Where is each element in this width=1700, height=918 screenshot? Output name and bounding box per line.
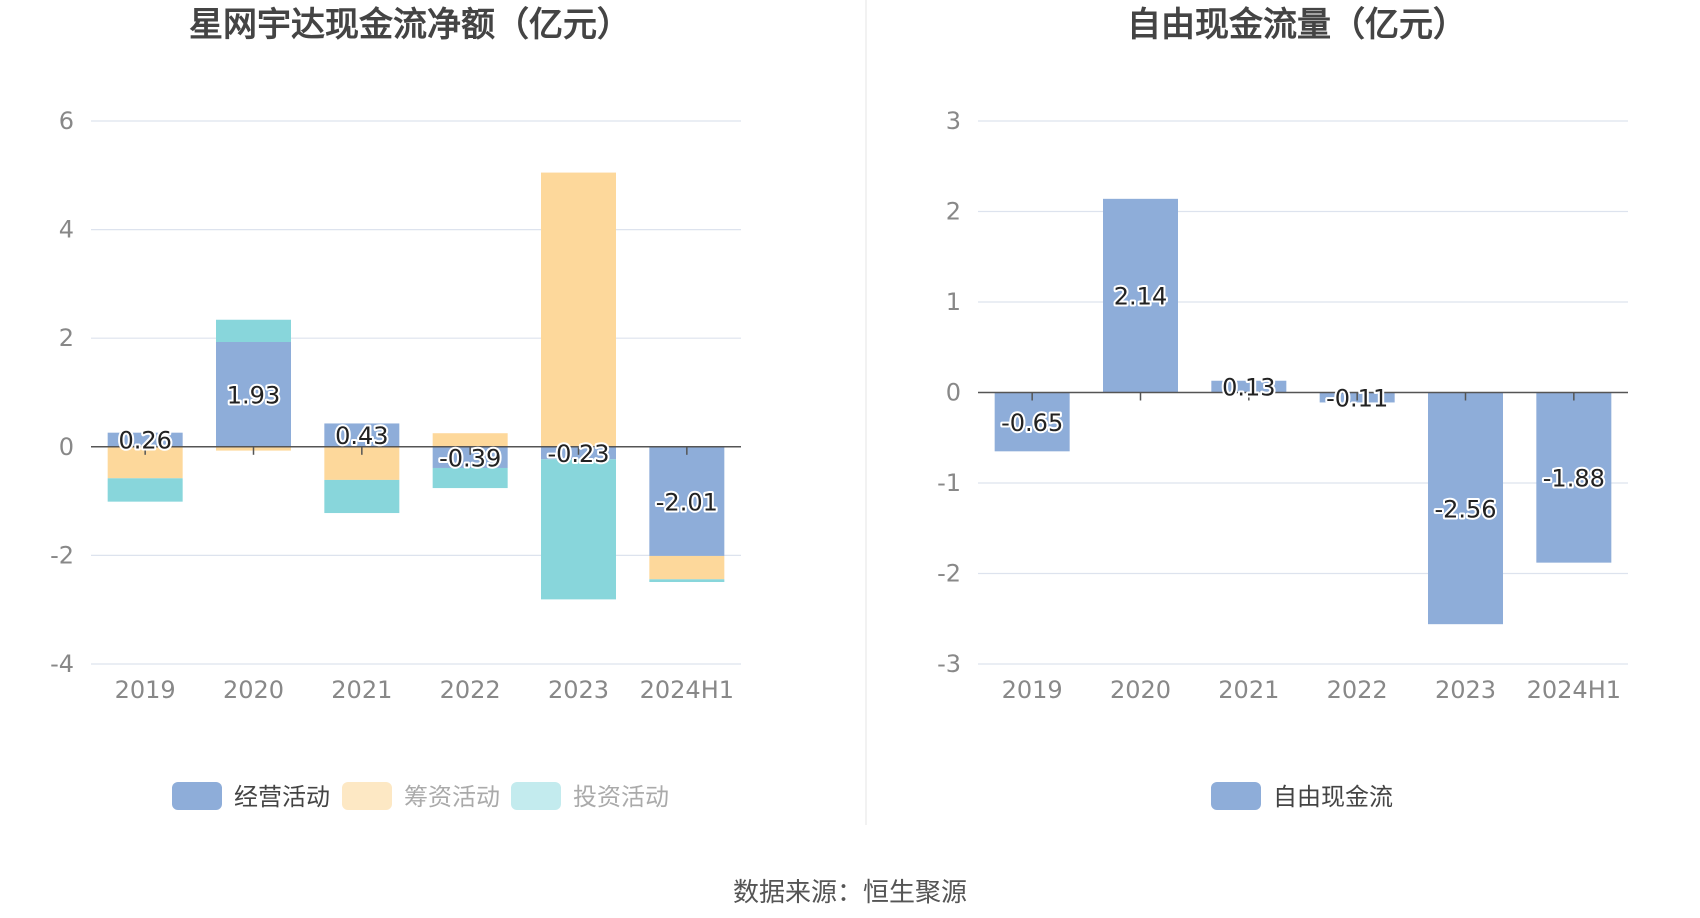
chart-panel-1: 星网宇达现金流净额（亿元） 6 4 2 0 -2 -4 0.26 1.93 0.43 -0.39 -0… — [50, 5, 741, 811]
data-label: 0.43 — [335, 422, 388, 450]
bar-自由现金流-2019 — [994, 392, 1070, 452]
bar-经营活动-2020 — [216, 342, 291, 447]
y-tick-label: -4 — [50, 650, 74, 678]
legend-label: 筹资活动 — [404, 783, 500, 811]
legend-label: 自由现金流 — [1273, 783, 1393, 811]
legend-swatch — [1211, 782, 1261, 810]
x-tick-label: 2022 — [1327, 676, 1388, 704]
bar-自由现金流-2023 — [1428, 392, 1503, 625]
legend-item-经营活动[interactable]: 经营活动 — [172, 782, 330, 811]
x-tick-label: 2023 — [1435, 676, 1496, 704]
y-tick-label: 3 — [946, 107, 961, 135]
y-tick-label: 0 — [946, 379, 961, 407]
legend-swatch — [511, 782, 561, 810]
y-tick-label: -2 — [50, 541, 74, 569]
data-label: -0.23 — [547, 440, 609, 468]
data-label: 1.93 — [227, 381, 280, 409]
legend-label: 经营活动 — [234, 783, 330, 811]
x-tick-label: 2020 — [223, 676, 284, 704]
chart-title: 星网宇达现金流净额（亿元） — [189, 5, 631, 45]
bar-投资活动-2022 — [432, 467, 508, 489]
data-label: 0.13 — [1222, 374, 1275, 402]
legend-item-筹资活动[interactable]: 筹资活动 — [342, 782, 500, 811]
y-tick-label: -3 — [937, 650, 961, 678]
bar-自由现金流-2021 — [1211, 380, 1287, 393]
data-label: -1.88 — [1543, 465, 1605, 493]
data-label: -0.65 — [1001, 409, 1063, 437]
bar-经营活动-2024H1 — [649, 446, 725, 556]
bar-经营活动-2021 — [324, 423, 400, 447]
data-label: 2.14 — [1114, 283, 1167, 311]
legend-item-投资活动[interactable]: 投资活动 — [511, 782, 669, 811]
bar-自由现金流-2020 — [1103, 198, 1178, 393]
bar-投资活动-2024H1 — [649, 579, 725, 583]
y-tick-label: 4 — [59, 216, 74, 244]
bar-投资活动-2020 — [216, 319, 291, 343]
bar-筹资活动-2023 — [541, 172, 616, 447]
bar-筹资活动-2024H1 — [649, 555, 725, 580]
bar-投资活动-2023 — [541, 459, 616, 600]
legend-item-自由现金流[interactable]: 自由现金流 — [1211, 782, 1393, 811]
x-tick-label: 2019 — [1002, 676, 1063, 704]
x-tick-label: 2021 — [331, 676, 392, 704]
bar-投资活动-2019 — [107, 478, 183, 502]
y-tick-label: -2 — [937, 560, 961, 588]
x-tick-label: 2022 — [440, 676, 501, 704]
legend-label: 投资活动 — [573, 783, 669, 811]
y-tick-label: 2 — [946, 198, 961, 226]
data-label: -2.56 — [1434, 495, 1496, 523]
data-label: -0.39 — [439, 444, 501, 472]
bar-筹资活动-2022 — [432, 433, 508, 447]
data-label: -2.01 — [656, 488, 718, 516]
bar-经营活动-2019 — [107, 432, 183, 447]
x-tick-label: 2024H1 — [1527, 676, 1621, 704]
legend-swatch — [172, 782, 222, 810]
x-tick-label: 2021 — [1218, 676, 1279, 704]
x-tick-label: 2019 — [115, 676, 176, 704]
data-label: -0.11 — [1326, 384, 1388, 412]
bar-经营活动-2022 — [432, 446, 508, 468]
y-tick-label: 0 — [59, 433, 74, 461]
x-tick-label: 2020 — [1110, 676, 1171, 704]
chart-title: 自由现金流量（亿元） — [1127, 5, 1467, 45]
legend-swatch — [342, 782, 392, 810]
chart-panel-2: 自由现金流量（亿元） 3 2 1 0 -1 -2 -3 -0.65 2.14 0.13 -0.11 -2… — [937, 5, 1628, 811]
y-tick-label: 1 — [946, 288, 961, 316]
bar-自由现金流-2024H1 — [1536, 392, 1612, 563]
data-label: 0.26 — [118, 427, 171, 455]
y-tick-label: -1 — [937, 469, 961, 497]
x-tick-label: 2024H1 — [640, 676, 734, 704]
data-source: 数据来源：恒生聚源 — [733, 878, 967, 908]
y-tick-label: 6 — [59, 107, 74, 135]
y-tick-label: 2 — [59, 324, 74, 352]
bar-投资活动-2021 — [324, 479, 400, 514]
x-tick-label: 2023 — [548, 676, 609, 704]
